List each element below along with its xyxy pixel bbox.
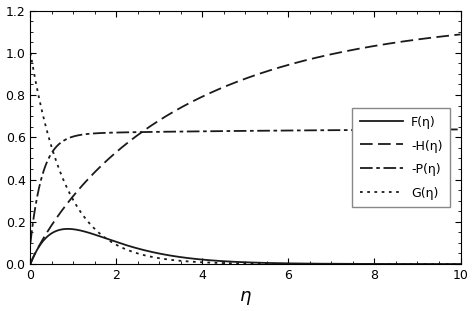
Legend: F(η), -H(η), -P(η), G(η): F(η), -H(η), -P(η), G(η) — [352, 108, 450, 207]
X-axis label: η: η — [240, 287, 251, 305]
